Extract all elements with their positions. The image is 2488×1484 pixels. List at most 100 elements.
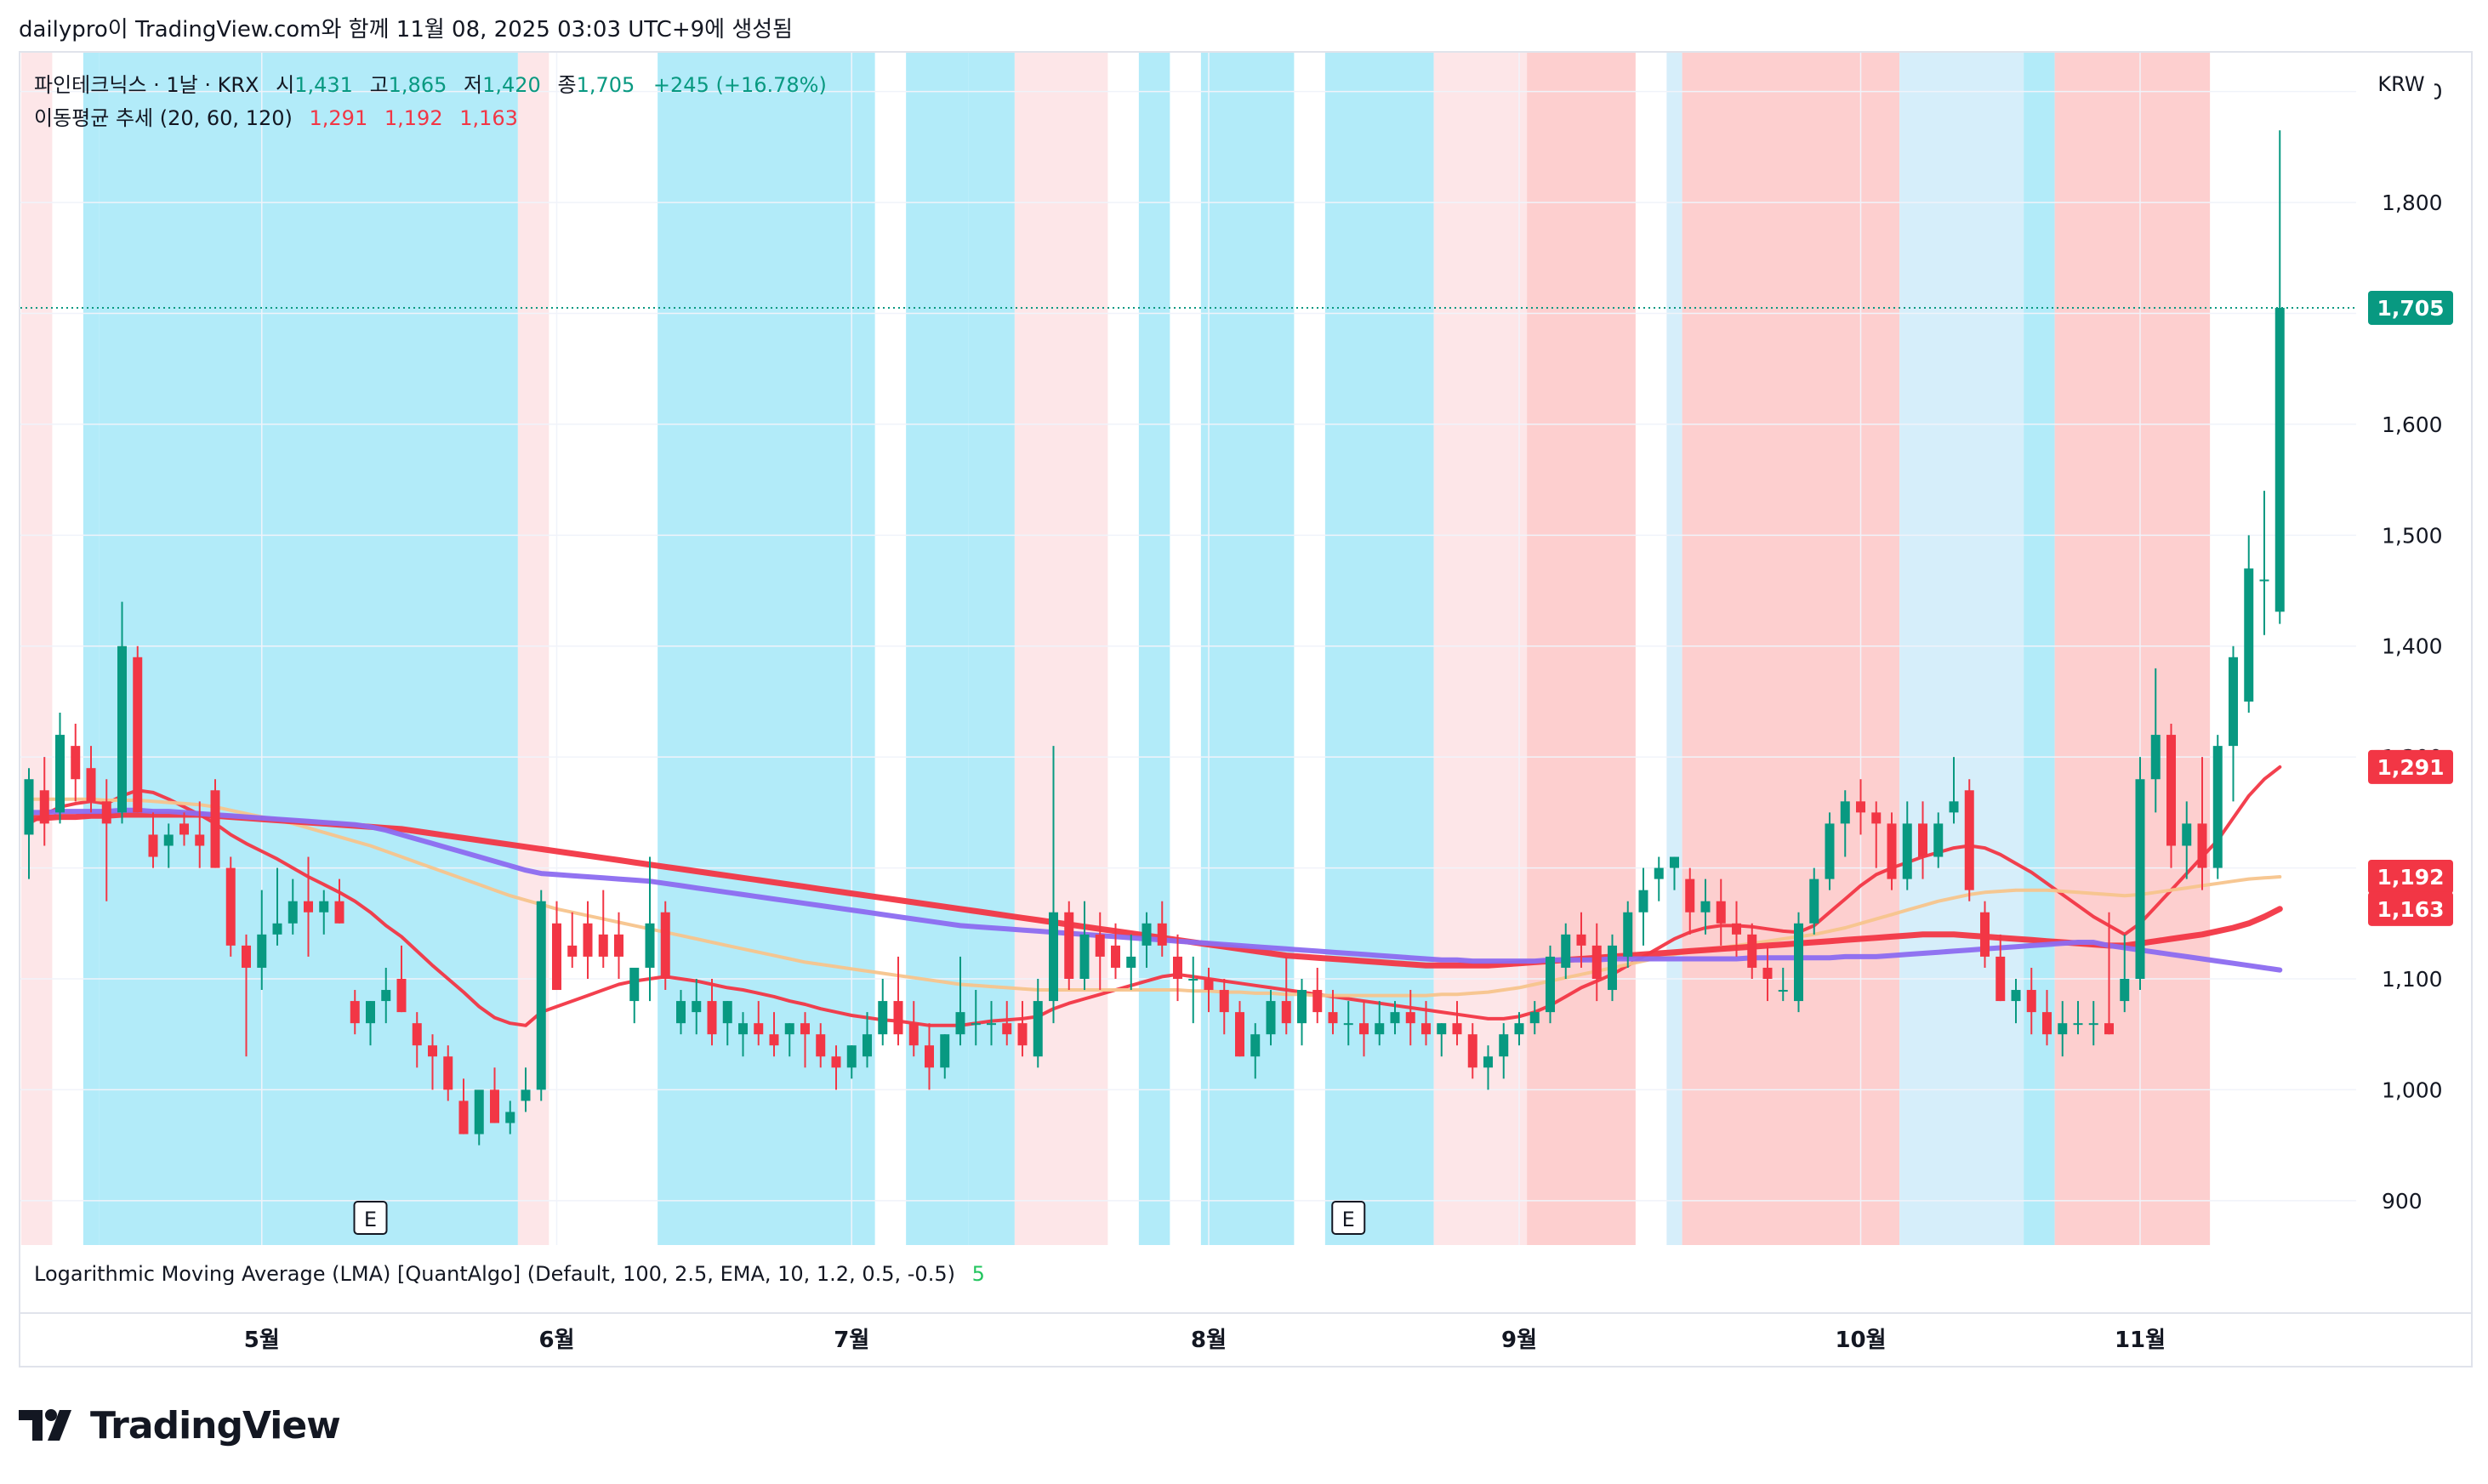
candle: [101, 779, 111, 901]
brand-name: TradingView: [90, 1403, 341, 1447]
candle: [2244, 535, 2254, 713]
candle-body: [878, 1001, 888, 1035]
candle-body: [676, 1001, 686, 1024]
candle-body: [1266, 1001, 1276, 1035]
candle-body: [660, 912, 670, 979]
candle-body: [1437, 1023, 1447, 1035]
candle: [1638, 867, 1648, 946]
candle: [2088, 1001, 2098, 1046]
candle: [831, 1045, 841, 1090]
background-zone: [1200, 53, 1295, 1245]
y-tick-label: 1,000: [2382, 1077, 2443, 1102]
candle: [738, 1012, 748, 1057]
candle: [1996, 934, 2006, 1002]
candle: [816, 1023, 826, 1068]
background-zone: [2054, 53, 2211, 1245]
candle-body: [1964, 790, 1974, 890]
candle: [1049, 746, 1058, 1024]
candle: [1064, 901, 1074, 991]
candle-body: [987, 1023, 996, 1026]
candle-body: [319, 901, 329, 913]
candle-body: [1405, 1012, 1415, 1024]
candle: [893, 956, 903, 1046]
x-tick-label: 8월: [1191, 1328, 1227, 1353]
candle-body: [1608, 945, 1617, 991]
candle: [1359, 1001, 1369, 1057]
candle-body: [334, 901, 344, 924]
candle-body: [272, 923, 282, 935]
candle: [133, 645, 143, 813]
lma-count: 5: [971, 1262, 985, 1286]
background-zones: [20, 53, 2211, 1245]
chart-frame: [19, 51, 2473, 1367]
candle: [1794, 912, 1803, 1013]
candle: [381, 967, 391, 1024]
axes: 9001,0001,1001,2001,3001,4001,5001,6001,…: [19, 80, 2473, 1353]
close-label: 종: [557, 73, 577, 97]
ma-value-120: 1,163: [459, 106, 518, 130]
candle: [1343, 1001, 1353, 1046]
candle-body: [645, 923, 655, 968]
candle-body: [692, 1001, 702, 1013]
candle-body: [179, 823, 189, 835]
candle: [552, 901, 561, 991]
candle: [536, 890, 546, 1101]
candle-body: [784, 1023, 794, 1035]
candle-body: [1546, 956, 1555, 1013]
candle-body: [1343, 1023, 1353, 1026]
y-tick-label: 1,400: [2382, 634, 2443, 659]
candle-body: [396, 978, 407, 1013]
candle-body: [2088, 1023, 2098, 1026]
background-zone: [1324, 53, 1434, 1245]
candle: [1980, 901, 1990, 968]
candle-body: [1049, 912, 1058, 1002]
candle-body: [567, 945, 578, 957]
background-zone: [968, 53, 1015, 1245]
tradingview-logo[interactable]: TradingView: [19, 1400, 341, 1451]
candle-body: [1375, 1023, 1385, 1035]
earnings-marker: E: [1331, 1201, 1366, 1235]
candle-body: [1064, 912, 1074, 979]
earnings-marker-box: [353, 1201, 388, 1235]
candle: [955, 956, 965, 1046]
candle: [458, 1078, 469, 1134]
candle: [1732, 901, 1741, 957]
candle-body: [474, 1089, 484, 1134]
candle-body: [1918, 823, 1927, 857]
candle: [1529, 1001, 1540, 1035]
candle-body: [210, 790, 220, 868]
last-price-badge: 1,705: [2368, 290, 2453, 325]
candle-body: [1700, 901, 1711, 913]
candle-body: [257, 934, 267, 968]
candle: [257, 890, 267, 991]
candle: [645, 856, 655, 1002]
candle-body: [1204, 978, 1214, 991]
candle: [2120, 934, 2130, 1013]
ma-legend: 이동평균 추세 (20, 60, 120) 1,291 1,192 1,163: [34, 101, 518, 131]
candle: [1778, 967, 1788, 1002]
currency-button[interactable]: KRW: [2368, 66, 2434, 102]
candle-body: [1452, 1023, 1462, 1035]
candle: [614, 912, 623, 979]
x-tick-label: 9월: [1501, 1328, 1537, 1353]
candle-body: [428, 1045, 437, 1057]
candle: [722, 1001, 732, 1046]
candle: [1576, 912, 1586, 968]
candle: [2197, 757, 2207, 890]
candle: [474, 1089, 484, 1146]
symbol-legend: 파인테크닉스 · 1날 · KRX 시1,431 고1,865 저1,420 종…: [34, 68, 827, 98]
candle: [1250, 1023, 1261, 1079]
background-zone: [906, 53, 969, 1245]
candle-body: [133, 657, 143, 813]
candle-body: [1949, 801, 1959, 813]
candle-body: [1762, 967, 1773, 979]
candle: [2104, 912, 2114, 1035]
candle: [598, 890, 608, 968]
background-zone: [1682, 53, 1900, 1245]
candle-body: [2011, 990, 2021, 1002]
open-label: 시: [276, 73, 295, 97]
candle: [629, 967, 640, 1024]
candle-body: [2197, 823, 2207, 868]
